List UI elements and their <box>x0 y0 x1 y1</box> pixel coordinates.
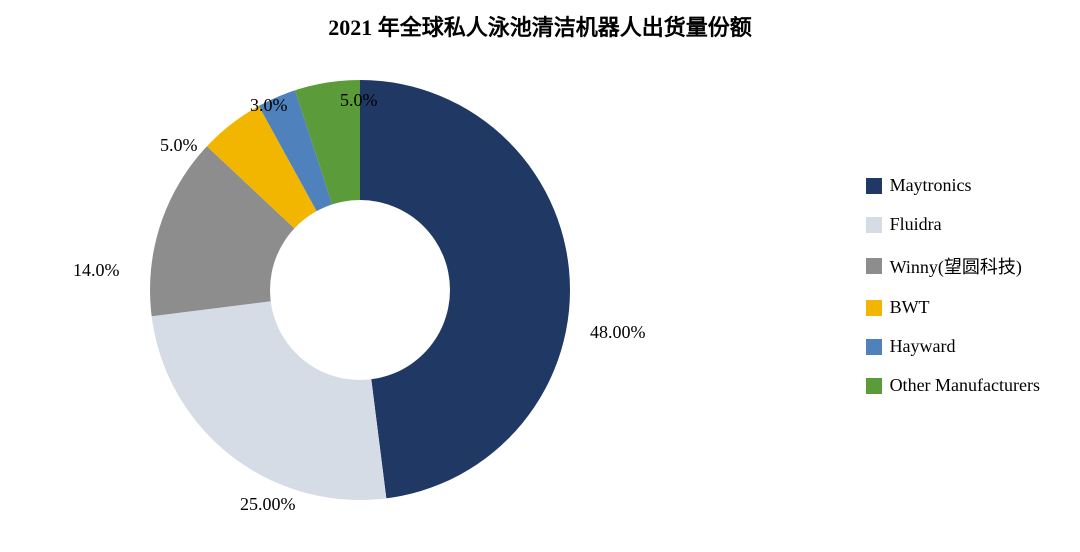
legend-label-1: Fluidra <box>890 214 942 235</box>
donut-ring <box>150 80 570 500</box>
legend-swatch-3 <box>866 300 882 316</box>
data-label-1: 25.00% <box>240 494 296 515</box>
legend-item-5: Other Manufacturers <box>866 375 1040 396</box>
legend-label-2: Winny(望圆科技) <box>890 253 1022 279</box>
legend-item-1: Fluidra <box>866 214 1040 235</box>
donut-chart <box>60 60 660 540</box>
data-label-4: 3.0% <box>250 95 288 116</box>
chart-title: 2021 年全球私人泳池清洁机器人出货量份额 <box>0 10 1080 42</box>
legend-item-2: Winny(望圆科技) <box>866 253 1040 279</box>
legend-item-3: BWT <box>866 297 1040 318</box>
legend-item-4: Hayward <box>866 336 1040 357</box>
data-label-3: 5.0% <box>160 135 198 156</box>
data-label-2: 14.0% <box>73 260 120 281</box>
chart-container: 2021 年全球私人泳池清洁机器人出货量份额 48.00% 25.00% 14.0%… <box>0 0 1080 552</box>
legend-item-0: Maytronics <box>866 175 1040 196</box>
legend-swatch-5 <box>866 378 882 394</box>
legend-label-4: Hayward <box>890 336 956 357</box>
legend-label-3: BWT <box>890 297 930 318</box>
legend-swatch-2 <box>866 258 882 274</box>
legend-swatch-4 <box>866 339 882 355</box>
legend-label-0: Maytronics <box>890 175 972 196</box>
legend-swatch-0 <box>866 178 882 194</box>
legend-label-5: Other Manufacturers <box>890 375 1040 396</box>
legend: Maytronics Fluidra Winny(望圆科技) BWT Hayward Ot… <box>866 175 1040 414</box>
legend-swatch-1 <box>866 217 882 233</box>
data-label-0: 48.00% <box>590 322 646 343</box>
data-label-5: 5.0% <box>340 90 378 111</box>
donut-hole <box>270 200 450 380</box>
